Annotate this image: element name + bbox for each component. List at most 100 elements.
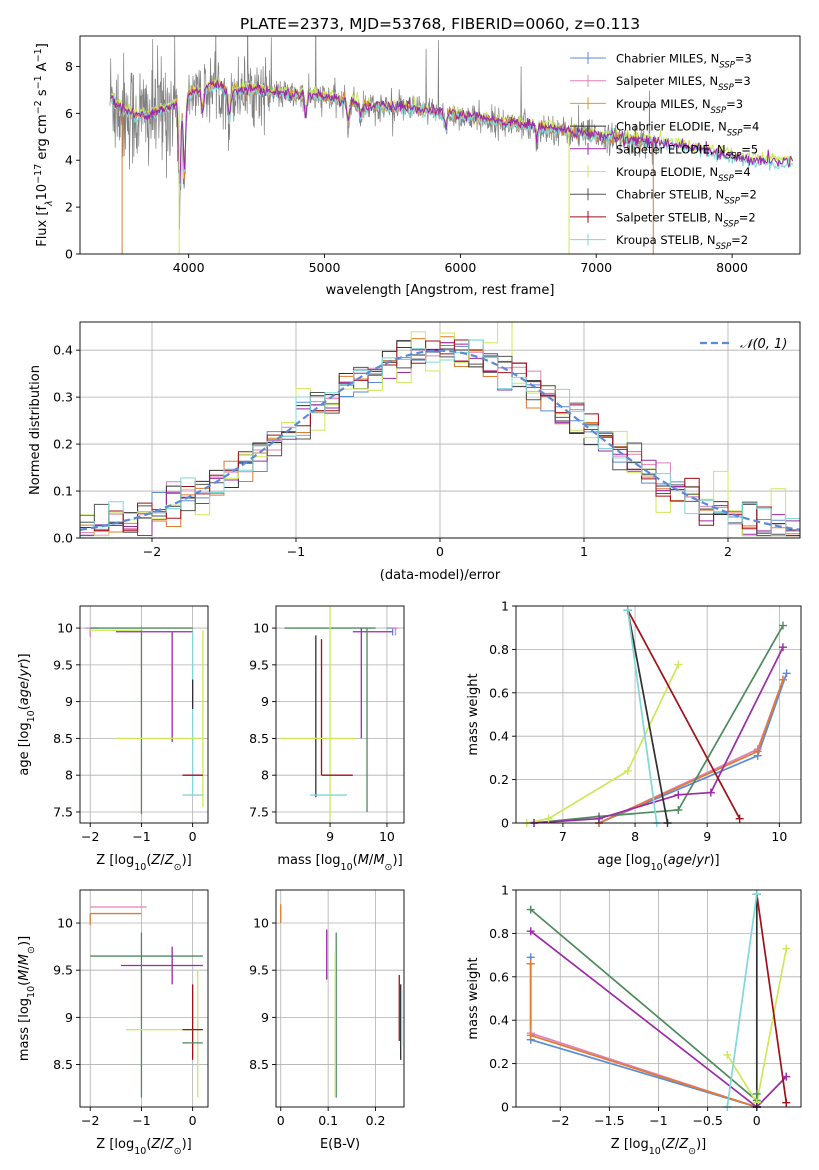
x-tick-label: 9 <box>703 829 711 844</box>
y-tick-label: 9 <box>65 1010 73 1025</box>
weight-marker <box>778 621 787 630</box>
x-tick-label: 4000 <box>173 260 205 275</box>
x-tick-label: −1 <box>287 544 305 559</box>
legend-entry: Kroupa MILES, NSSP=3 <box>616 97 743 116</box>
x-tick-label: 0 <box>436 544 444 559</box>
y-tick-label: 8.5 <box>249 731 269 746</box>
y-tick-label: 8 <box>65 59 73 74</box>
weight-marker <box>782 1098 791 1107</box>
x-tick-label: 6000 <box>444 260 476 275</box>
x-tick-label: 2 <box>724 544 732 559</box>
axes-frame <box>79 889 209 1108</box>
y-tick-label: 1 <box>501 883 509 898</box>
y-tick-label: 0.8 <box>489 642 509 657</box>
x-tick-label: 0.1 <box>318 1113 338 1128</box>
y-tick-label: 9.5 <box>53 963 73 978</box>
x-tick-label: 10 <box>771 829 787 844</box>
legend: Chabrier MILES, NSSP=3 Salpeter MILES, NS… <box>570 52 759 252</box>
x-axis-label: age [log10(age/yr)] <box>597 853 719 873</box>
x-tick-label: 7000 <box>580 260 612 275</box>
panel-spectrum: 4000 5000 6000 7000 8000 0 2 4 6 8 wavelength [Ang… <box>33 35 801 298</box>
figure-title: PLATE=2373, MJD=53768, FIBERID=0060, z=0… <box>240 15 640 33</box>
legend-entry: Kroupa ELODIE, NSSP=4 <box>616 165 751 184</box>
x-axis-label: Z [log10(Z/Z⊙)] <box>611 1137 706 1157</box>
y-axis-label: Flux [fλ10−17 erg cm−2 s−1 A−1] <box>33 43 55 247</box>
y-tick-label: 2 <box>65 200 73 215</box>
weight-line <box>530 930 787 1107</box>
y-axis-label: mass weight <box>466 957 481 1039</box>
x-tick-label: −0.5 <box>692 1113 722 1128</box>
x-tick-label: 1 <box>580 544 588 559</box>
weight-marker <box>778 643 787 652</box>
weight-marker <box>674 790 683 799</box>
plot-area <box>89 906 203 1098</box>
weight-marker <box>544 814 553 823</box>
weight-marker <box>723 1050 732 1059</box>
y-tick-label: 8 <box>261 768 269 783</box>
x-tick-label: −2 <box>551 1113 569 1128</box>
plot-area <box>109 36 794 254</box>
y-tick-label: 0.2 <box>489 1056 509 1071</box>
y-tick-label: 10 <box>57 621 73 636</box>
panel-mass_vs_EBV: 0 0.1 0.2 8.5 9 9.5 10 E(B-V) <box>249 889 405 1152</box>
x-tick-label: −1 <box>649 1113 667 1128</box>
plot-area <box>80 322 800 538</box>
weight-marker <box>752 890 761 899</box>
y-tick-label: 8 <box>65 768 73 783</box>
y-tick-label: 9 <box>65 694 73 709</box>
axes-frame <box>79 605 209 824</box>
legend-entry: Salpeter MILES, NSSP=3 <box>616 74 751 93</box>
x-axis-label: E(B-V) <box>320 1137 360 1152</box>
panel-age_vs_Z: −2 −1 0 7.5 8 8.5 9 9.5 10 Z [log10(Z/Z⊙)] age [lo… <box>17 605 209 873</box>
weight-marker <box>674 805 683 814</box>
axes-frame <box>515 889 802 1108</box>
y-tick-label: 0.4 <box>489 1013 509 1028</box>
weight-marker <box>752 1089 761 1098</box>
legend-entry: 𝒩(0, 1) <box>740 337 787 352</box>
y-tick-label: 10 <box>253 621 269 636</box>
legend-entry: Salpeter STELIB, NSSP=2 <box>616 210 756 229</box>
y-axis-label: age [log10(age/yr)] <box>17 653 37 775</box>
x-tick-label: −2 <box>81 829 99 844</box>
weight-line <box>755 894 788 1103</box>
y-tick-label: 10 <box>253 916 269 931</box>
y-tick-label: 7.5 <box>249 804 269 819</box>
weight-marker <box>526 1031 535 1040</box>
x-axis-label: Z [log10(Z/Z⊙)] <box>96 1137 191 1157</box>
weight-marker <box>623 766 632 775</box>
weight-marker <box>753 747 762 756</box>
y-tick-label: 6 <box>65 106 73 121</box>
x-tick-label: 0 <box>753 1113 761 1128</box>
x-tick-label: 9 <box>326 829 334 844</box>
weight-line <box>533 625 784 823</box>
y-tick-label: 1 <box>501 599 509 614</box>
x-axis-label: wavelength [Angstrom, rest frame] <box>326 283 555 298</box>
y-tick-label: 8.5 <box>249 1057 269 1072</box>
y-tick-label: 8.5 <box>53 1057 73 1072</box>
panel-mass_weight_vs_Z: −2 −1.5 −1 −0.5 0 0 0.2 0.4 0.6 0.8 1 Z [log10(Z/Z⊙… <box>466 883 802 1157</box>
axes-frame <box>275 605 405 824</box>
y-tick-label: 0.2 <box>489 772 509 787</box>
y-tick-label: 0.4 <box>489 729 509 744</box>
legend-entry: Chabrier ELODIE, NSSP=4 <box>616 120 759 139</box>
axes-frame <box>79 321 801 539</box>
y-tick-label: 9.5 <box>249 963 269 978</box>
weight-line <box>626 610 669 823</box>
weight-line <box>626 610 658 823</box>
panel-residuals: −2 −1 0 1 2 0.0 0.1 0.2 0.3 0.4 (data-model)/error… <box>28 321 801 583</box>
y-tick-label: 7.5 <box>53 804 73 819</box>
panel-mass_weight_vs_age: 7 8 9 10 0 0.2 0.4 0.6 0.8 1 age [log10(age/yr)] ma… <box>466 599 802 873</box>
y-axis-label: Normed distribution <box>28 365 43 495</box>
x-tick-label: 7 <box>559 829 567 844</box>
weight-marker <box>526 959 535 968</box>
y-tick-label: 0.8 <box>489 926 509 941</box>
x-tick-label: 8 <box>631 829 639 844</box>
y-tick-label: 4 <box>65 153 73 168</box>
x-axis-label: mass [log10(M/M⊙)] <box>277 853 402 873</box>
x-tick-label: 0 <box>189 1113 197 1128</box>
y-tick-label: 0 <box>501 1100 509 1115</box>
y-axis-label: mass [log10(M/M⊙)] <box>17 936 37 1061</box>
y-tick-label: 0.1 <box>53 484 73 499</box>
y-tick-label: 0.3 <box>53 390 73 405</box>
y-tick-label: 0.4 <box>53 343 73 358</box>
